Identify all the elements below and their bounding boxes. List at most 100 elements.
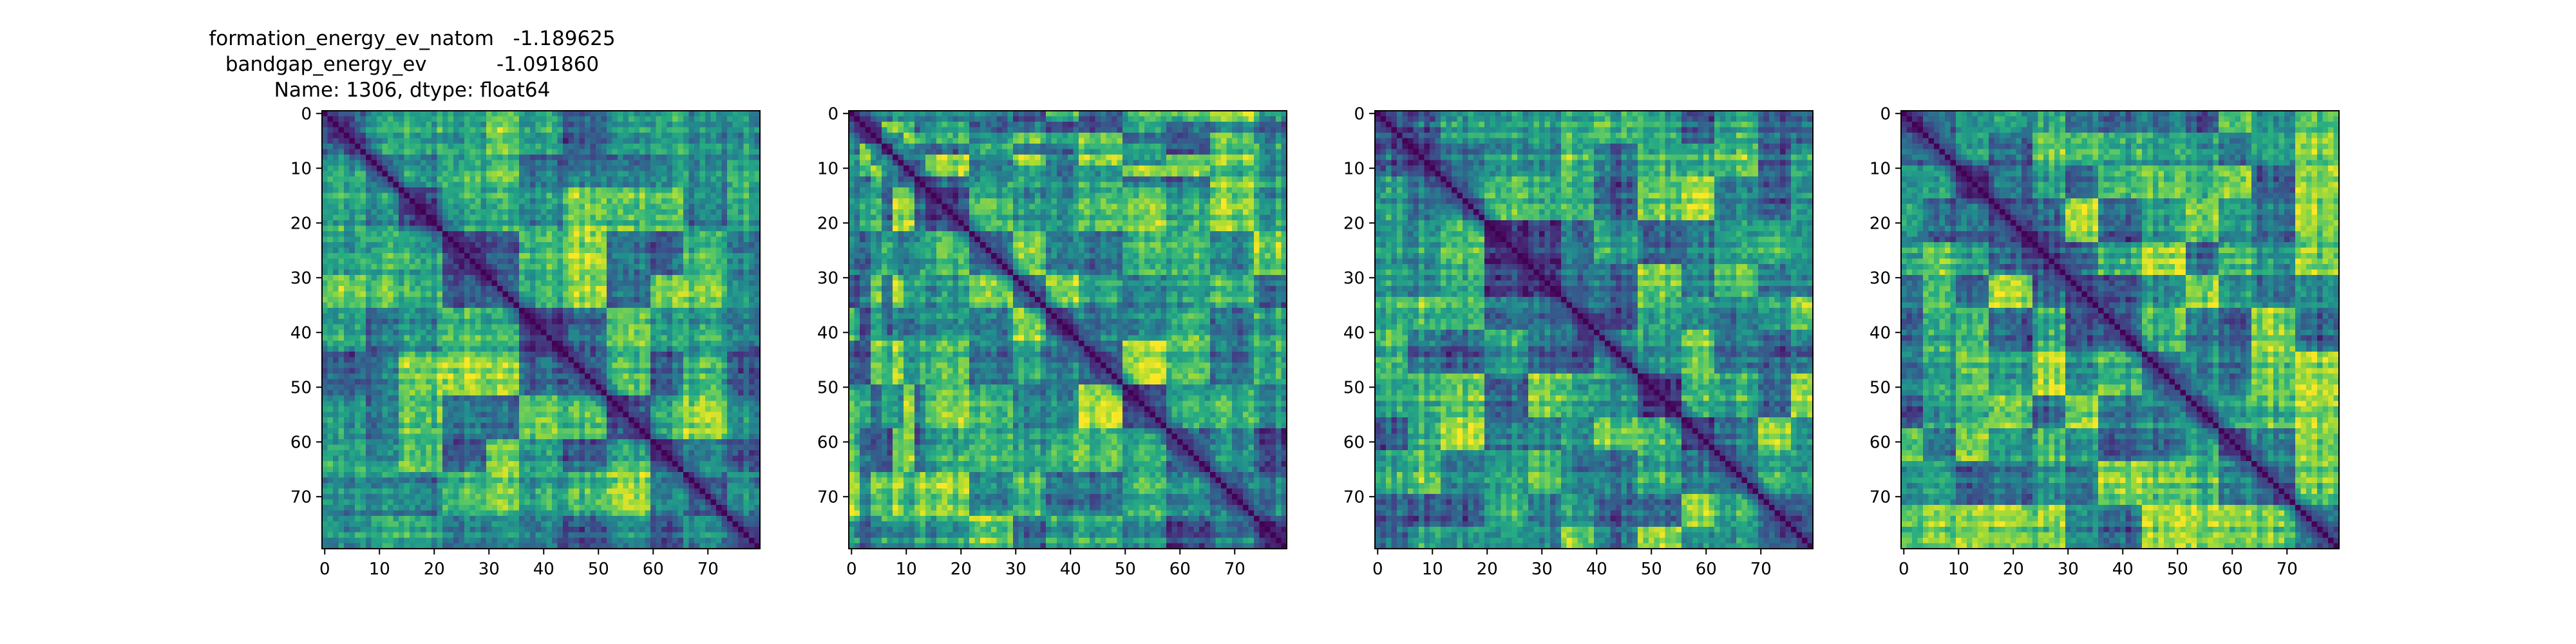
heatmap-cell	[377, 286, 383, 292]
heatmap-cell	[672, 225, 679, 232]
heatmap-cell	[486, 341, 493, 347]
heatmap-cell	[459, 149, 465, 155]
heatmap-cell	[546, 335, 553, 341]
heatmap-cell	[426, 330, 432, 336]
heatmap-cell	[612, 352, 618, 358]
heatmap-cell	[393, 231, 399, 238]
heatmap-cell	[738, 204, 744, 210]
heatmap-cell	[508, 144, 515, 150]
heatmap-cell	[552, 236, 558, 243]
heatmap-cell	[552, 204, 558, 210]
heatmap-cell	[399, 422, 405, 429]
heatmap-cell	[338, 111, 345, 117]
heatmap-cell	[667, 182, 673, 188]
heatmap-cell	[754, 319, 761, 325]
heatmap-cell	[699, 264, 706, 270]
heatmap-cell	[541, 433, 547, 440]
heatmap-cell	[634, 395, 640, 402]
heatmap-cell	[601, 269, 607, 276]
heatmap-cell	[497, 412, 504, 418]
heatmap-cell	[557, 444, 564, 451]
heatmap-cell	[338, 330, 345, 336]
heatmap-cell	[574, 444, 580, 451]
heatmap-cell	[661, 253, 668, 260]
heatmap-cell	[377, 313, 383, 319]
heatmap-cell	[694, 412, 701, 418]
heatmap-cell	[607, 444, 613, 451]
heatmap-cell	[404, 176, 410, 183]
heatmap-cell	[546, 341, 553, 347]
heatmap-cell	[721, 182, 728, 188]
heatmap-cell	[513, 422, 520, 429]
heatmap-cell	[612, 363, 618, 369]
heatmap-cell	[596, 280, 602, 287]
heatmap-cell	[705, 319, 712, 325]
heatmap-cell	[508, 313, 515, 319]
heatmap-cell	[410, 155, 416, 161]
heatmap-cell	[377, 297, 383, 303]
heatmap-cell	[749, 198, 755, 205]
heatmap-cell	[721, 433, 728, 440]
heatmap-cell	[338, 155, 345, 161]
heatmap-cell	[519, 308, 526, 314]
heatmap-cell	[607, 357, 613, 363]
heatmap-cell	[710, 401, 717, 407]
heatmap-cell	[590, 253, 596, 260]
heatmap-cell	[513, 111, 520, 117]
heatmap-cell	[371, 384, 377, 391]
heatmap-cell	[585, 214, 591, 221]
heatmap-cell	[366, 379, 372, 385]
heatmap-cell	[732, 439, 739, 446]
heatmap-cell	[716, 231, 723, 238]
heatmap-cell	[338, 341, 345, 347]
heatmap-cell	[732, 116, 739, 122]
heatmap-cell	[656, 209, 662, 216]
heatmap-cell	[344, 247, 350, 254]
heatmap-cell	[535, 291, 542, 298]
heatmap-cell	[322, 417, 328, 424]
heatmap-cell	[333, 220, 339, 227]
heatmap-cell	[415, 401, 421, 407]
heatmap-cell	[716, 275, 723, 281]
heatmap-cell	[491, 341, 498, 347]
heatmap-cell	[661, 330, 668, 336]
heatmap-cell	[404, 291, 410, 298]
heatmap-cell	[371, 433, 377, 440]
heatmap-cell	[639, 357, 646, 363]
heatmap-cell	[629, 412, 635, 418]
heatmap-cell	[497, 187, 504, 194]
heatmap-cell	[710, 308, 717, 314]
heatmap-cell	[705, 160, 712, 166]
heatmap-cell	[366, 155, 372, 161]
heatmap-cell	[754, 368, 761, 374]
heatmap-cell	[459, 324, 465, 330]
heatmap-cell	[656, 280, 662, 287]
heatmap-cell	[661, 182, 668, 188]
heatmap-cell	[426, 220, 432, 227]
heatmap-cell	[552, 247, 558, 254]
heatmap-cell	[552, 193, 558, 199]
heatmap-cell	[338, 319, 345, 325]
heatmap-cell	[530, 127, 536, 133]
heatmap-cell	[382, 395, 388, 402]
heatmap-cell	[377, 144, 383, 150]
heatmap-cell	[568, 335, 574, 341]
heatmap-cell	[738, 302, 744, 308]
heatmap-cell	[650, 428, 657, 435]
heatmap-cell	[749, 319, 755, 325]
heatmap-cell	[524, 144, 531, 150]
heatmap-cell	[557, 242, 564, 249]
heatmap-cell	[349, 182, 355, 188]
heatmap-cell	[491, 384, 498, 391]
heatmap-cell	[585, 374, 591, 380]
heatmap-cell	[710, 236, 717, 243]
heatmap-cell	[585, 439, 591, 446]
heatmap-cell	[634, 204, 640, 210]
heatmap-cell	[524, 204, 531, 210]
heatmap-cell	[541, 171, 547, 177]
heatmap-cell	[629, 319, 635, 325]
heatmap-cell	[601, 330, 607, 336]
heatmap-cell	[607, 422, 613, 429]
heatmap-cell	[524, 258, 531, 265]
heatmap-cell	[694, 286, 701, 292]
